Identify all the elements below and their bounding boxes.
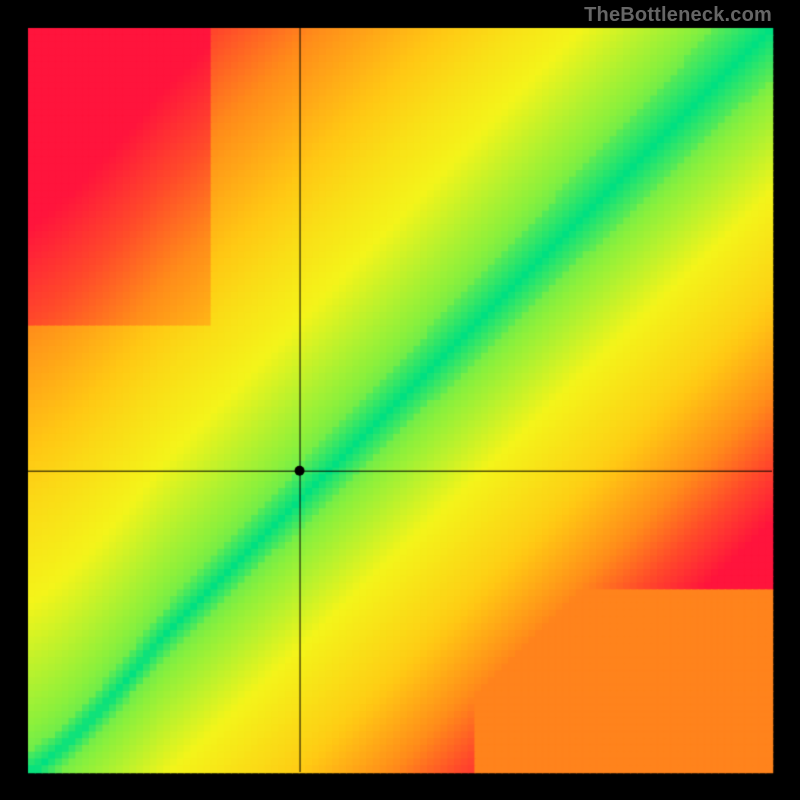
bottleneck-heatmap [0,0,800,800]
watermark-text: TheBottleneck.com [584,4,772,27]
chart-stage: TheBottleneck.com [0,0,800,800]
